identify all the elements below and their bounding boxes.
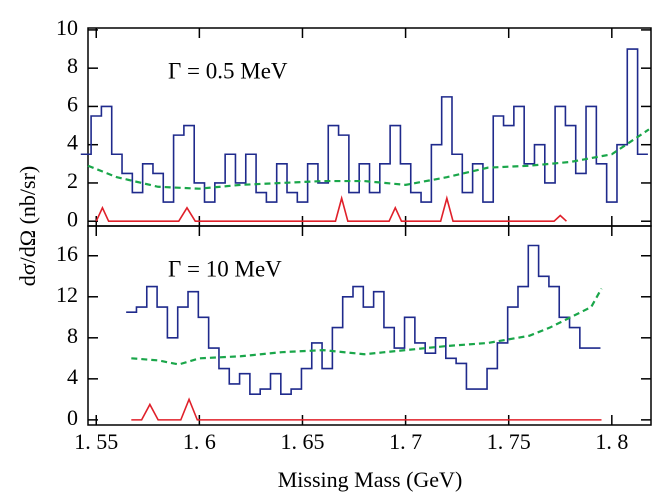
data-line	[131, 288, 603, 366]
y-tick-label: 4	[67, 364, 78, 389]
y-tick-label: 12	[56, 282, 78, 307]
y-tick-label: 4	[67, 130, 78, 155]
annotation: Γ = 0.5 MeV	[168, 58, 288, 83]
y-axis-label: dσ/dΩ (nb/sr)	[15, 166, 40, 286]
y-tick-label: 16	[56, 241, 78, 266]
y-tick-label: 8	[67, 323, 78, 348]
x-tick-label: 1. 6	[183, 429, 216, 454]
data-line	[126, 244, 601, 396]
x-tick-label: 1. 55	[74, 429, 118, 454]
y-tick-label: 8	[67, 53, 78, 78]
x-axis-label: Missing Mass (GeV)	[278, 467, 463, 492]
annotation: Γ = 10 MeV	[168, 256, 282, 281]
y-tick-label: 0	[67, 405, 78, 430]
data-line	[95, 195, 567, 223]
data-line	[80, 48, 648, 203]
y-tick-label: 0	[67, 206, 78, 231]
x-tick-label: 1. 75	[487, 429, 531, 454]
y-tick-label: 6	[67, 91, 78, 116]
x-tick-label: 1. 7	[389, 429, 422, 454]
plot-frame	[87, 225, 652, 426]
y-tick-label: 2	[67, 168, 78, 193]
data-line	[131, 397, 602, 421]
x-tick-label: 1. 8	[595, 429, 628, 454]
data-line	[87, 128, 650, 190]
x-tick-label: 1. 65	[280, 429, 324, 454]
y-tick-label: 10	[56, 15, 78, 40]
